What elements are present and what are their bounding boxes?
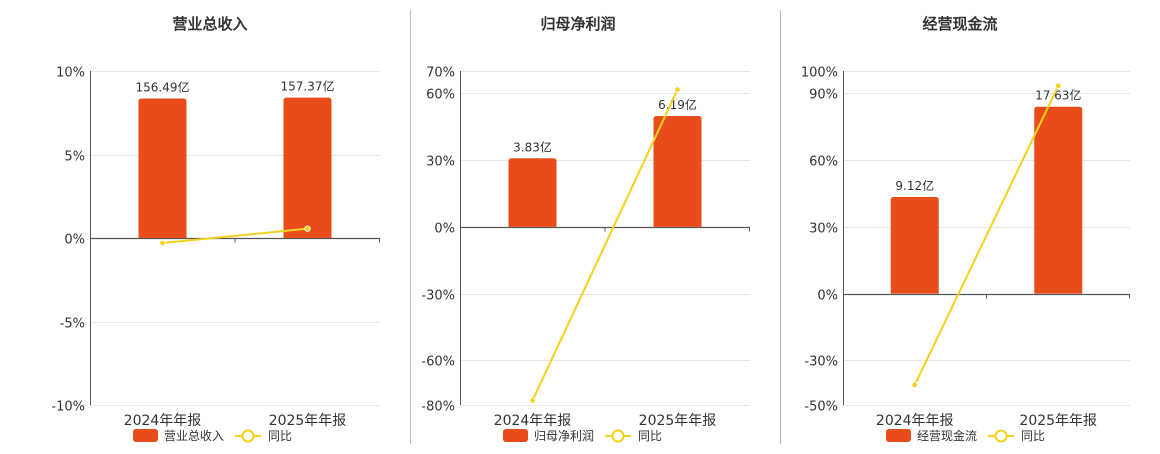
yoy-line <box>162 227 308 245</box>
yoy-point <box>159 239 166 247</box>
bar-data-label: 156.49亿 <box>136 79 190 94</box>
x-category-label: 2024年年报 <box>876 413 954 429</box>
x-category-label: 2025年年报 <box>269 413 347 429</box>
legend-line-marker <box>994 429 1008 443</box>
x-category-label: 2024年年报 <box>124 413 202 429</box>
yoy-point <box>911 381 918 389</box>
bar <box>508 158 557 227</box>
y-tick-label: 90% <box>809 88 838 103</box>
bar <box>1034 106 1083 294</box>
legend-bar-label: 营业总收入 <box>164 429 224 443</box>
y-tick-label: 70% <box>426 66 455 81</box>
y-tick-label: 0% <box>817 289 838 304</box>
yoy-point <box>1055 82 1062 90</box>
legend-bar-swatch <box>503 429 528 442</box>
chart-title: 经营现金流 <box>922 15 997 33</box>
legend-line-marker <box>241 429 255 443</box>
y-tick-label: 0% <box>434 222 455 237</box>
y-tick-label: 60% <box>426 88 455 103</box>
y-tick-label: 5% <box>64 150 85 165</box>
chart-title: 营业总收入 <box>172 15 247 33</box>
yoy-line <box>531 89 679 401</box>
legend-bar-label: 经营现金流 <box>917 428 977 443</box>
x-category-label: 2025年年报 <box>1019 413 1097 429</box>
yoy-point <box>529 397 536 404</box>
yoy-point <box>674 86 681 93</box>
y-tick-label: -30% <box>421 289 455 304</box>
legend-line-label: 同比 <box>638 429 662 443</box>
x-category-label: 2024年年报 <box>494 413 572 429</box>
bar <box>138 98 187 239</box>
legend-line-label: 同比 <box>268 429 292 443</box>
y-tick-label: 0% <box>64 233 85 248</box>
bar <box>890 196 939 294</box>
yoy-line <box>913 85 1060 386</box>
bar-data-label: 3.83亿 <box>513 139 552 154</box>
y-tick-label: -10% <box>51 400 85 415</box>
y-tick-label: -30% <box>804 355 838 370</box>
bar <box>653 115 702 227</box>
yoy-point <box>304 225 311 232</box>
legend-bar-swatch <box>133 429 158 442</box>
y-tick-label: 100% <box>801 66 838 81</box>
x-category-label: 2025年年报 <box>639 413 717 429</box>
y-tick-label: -60% <box>421 355 455 370</box>
bar-data-label: 6.19亿 <box>658 97 697 112</box>
chart-title: 归母净利润 <box>540 15 615 33</box>
bar <box>283 97 332 238</box>
bar-data-label: 9.12亿 <box>895 178 934 193</box>
legend-line-marker <box>611 429 625 443</box>
legend-bar-swatch <box>886 429 911 442</box>
y-tick-label: 30% <box>809 222 838 237</box>
legend-line-label: 同比 <box>1021 429 1045 443</box>
y-tick-label: 10% <box>56 66 85 81</box>
bar-data-label: 17.63亿 <box>1035 88 1081 103</box>
y-tick-label: -5% <box>60 317 85 332</box>
y-tick-label: -80% <box>421 400 455 415</box>
bar-data-label: 157.37亿 <box>281 79 335 94</box>
y-tick-label: 60% <box>809 155 838 170</box>
legend-bar-label: 归母净利润 <box>534 429 594 443</box>
y-tick-label: -50% <box>804 400 838 415</box>
y-tick-label: 30% <box>426 155 455 170</box>
